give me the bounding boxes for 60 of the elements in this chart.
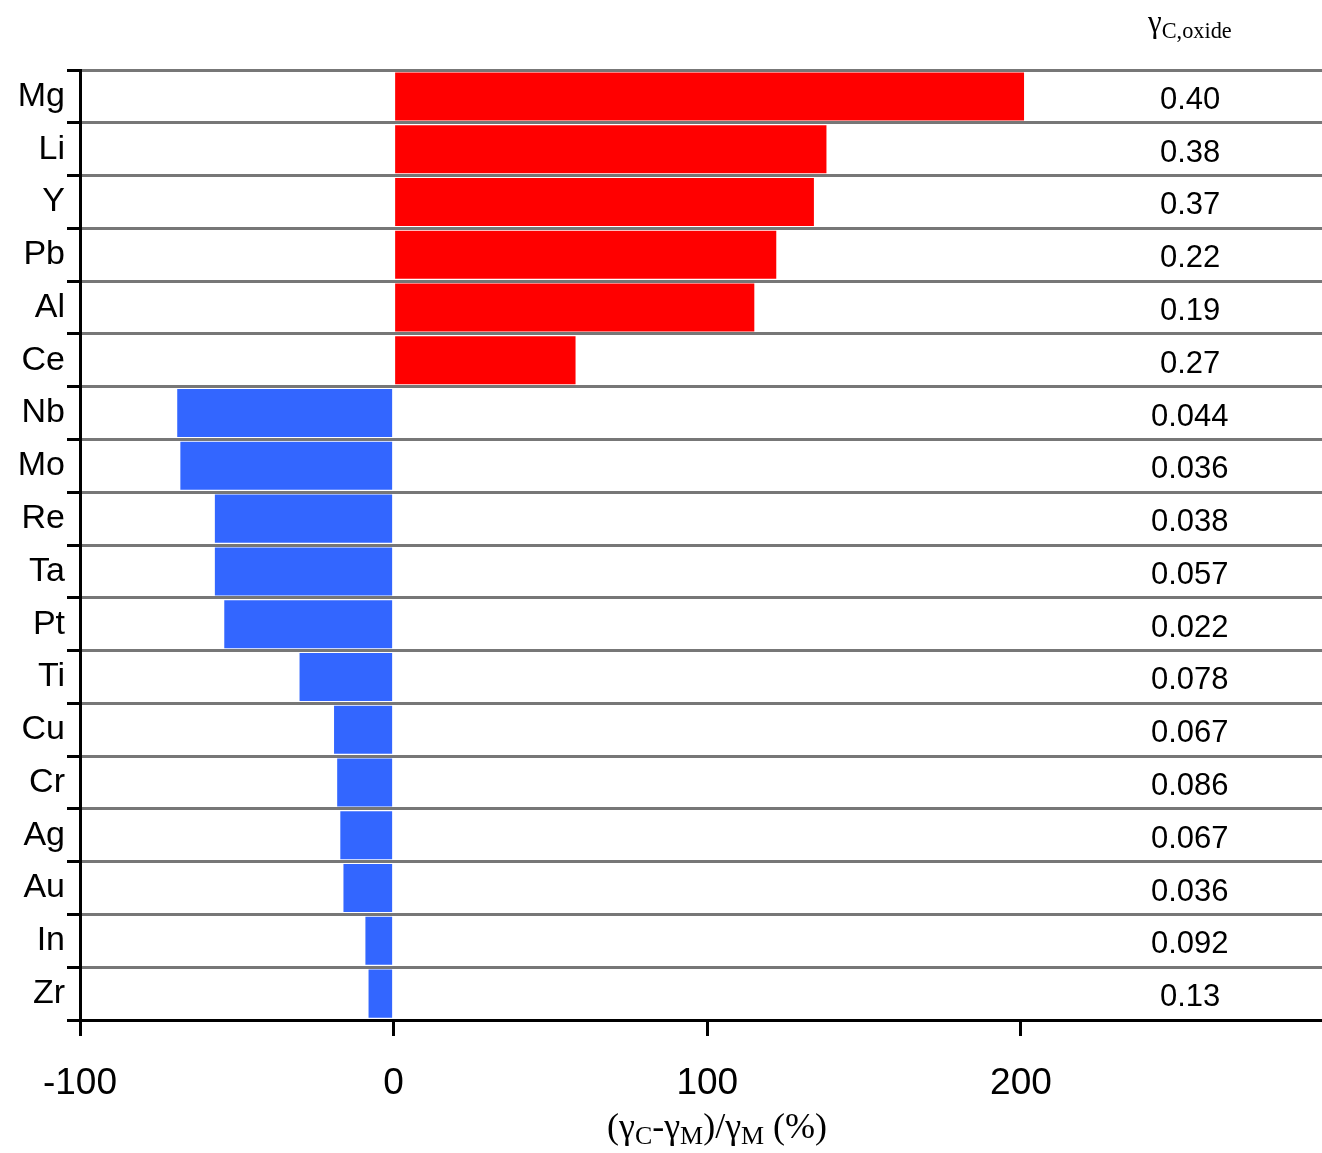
y-tick-label: Al <box>34 285 65 324</box>
bar <box>365 916 393 965</box>
bar <box>177 389 393 438</box>
annotation: 0.092 <box>1151 925 1229 961</box>
annotation: 0.036 <box>1151 872 1229 908</box>
annotation: 0.044 <box>1151 397 1229 433</box>
x-tick-label: 200 <box>990 1061 1052 1103</box>
x-axis-title: (γ$_{C}$-γ$_{M}$)/γ$_{M}$ (%) <box>607 1106 828 1151</box>
bar <box>340 811 393 860</box>
annotation: 0.37 <box>1160 186 1221 222</box>
y-tick-label: Pt <box>32 602 66 641</box>
y-tick-label: Zr <box>32 971 65 1010</box>
bar <box>224 600 393 649</box>
annotation: 0.067 <box>1151 714 1229 750</box>
annotation: 0.13 <box>1160 978 1221 1014</box>
annotation: 0.19 <box>1160 292 1221 327</box>
y-tick-label: Ag <box>23 813 65 852</box>
annotation: 0.038 <box>1151 503 1229 539</box>
y-tick-label: Mg <box>17 74 65 113</box>
bar <box>368 969 393 1018</box>
annotation: 0.057 <box>1151 555 1229 591</box>
annotation: 0.22 <box>1160 239 1221 275</box>
bar <box>334 705 393 754</box>
y-tick-label: Ti <box>37 655 65 694</box>
y-tick-label: Cu <box>21 708 65 747</box>
bar <box>395 72 1025 121</box>
y-tick-label: Ta <box>29 549 66 588</box>
text: γ$_{C,oxide}$ <box>1148 4 1232 43</box>
x-tick-label: -100 <box>42 1061 118 1103</box>
y-tick-label: Ce <box>21 338 65 377</box>
bar <box>180 441 393 490</box>
annotation: 0.067 <box>1151 819 1229 855</box>
bar <box>343 864 393 913</box>
bar <box>337 758 393 807</box>
annotation: 0.38 <box>1160 133 1221 169</box>
bar <box>395 283 755 332</box>
y-tick-label: Cr <box>29 760 65 799</box>
y-tick-label: Re <box>21 496 65 535</box>
bar <box>395 336 576 385</box>
x-tick-label: 0 <box>383 1061 404 1103</box>
y-tick-label: Pb <box>23 233 65 272</box>
bar <box>214 547 393 596</box>
bar <box>214 494 393 543</box>
annotation: 0.27 <box>1160 344 1221 380</box>
annotation: 0.022 <box>1151 608 1229 644</box>
bar <box>395 230 777 279</box>
y-tick-label: Nb <box>21 391 65 430</box>
y-tick-label: Mo <box>17 444 65 483</box>
y-tick-label: In <box>36 919 65 958</box>
bar <box>299 652 393 701</box>
y-tick-label: Y <box>42 180 65 219</box>
annotation: 0.036 <box>1151 450 1229 486</box>
annotation: 0.40 <box>1160 80 1221 116</box>
annotation: 0.078 <box>1151 661 1229 697</box>
bar <box>395 125 827 174</box>
bar <box>395 177 814 226</box>
y-tick-label: Li <box>38 127 65 166</box>
x-tick-label: 100 <box>676 1061 739 1103</box>
annotation: 0.086 <box>1151 767 1229 802</box>
y-tick-label: Au <box>23 866 65 905</box>
